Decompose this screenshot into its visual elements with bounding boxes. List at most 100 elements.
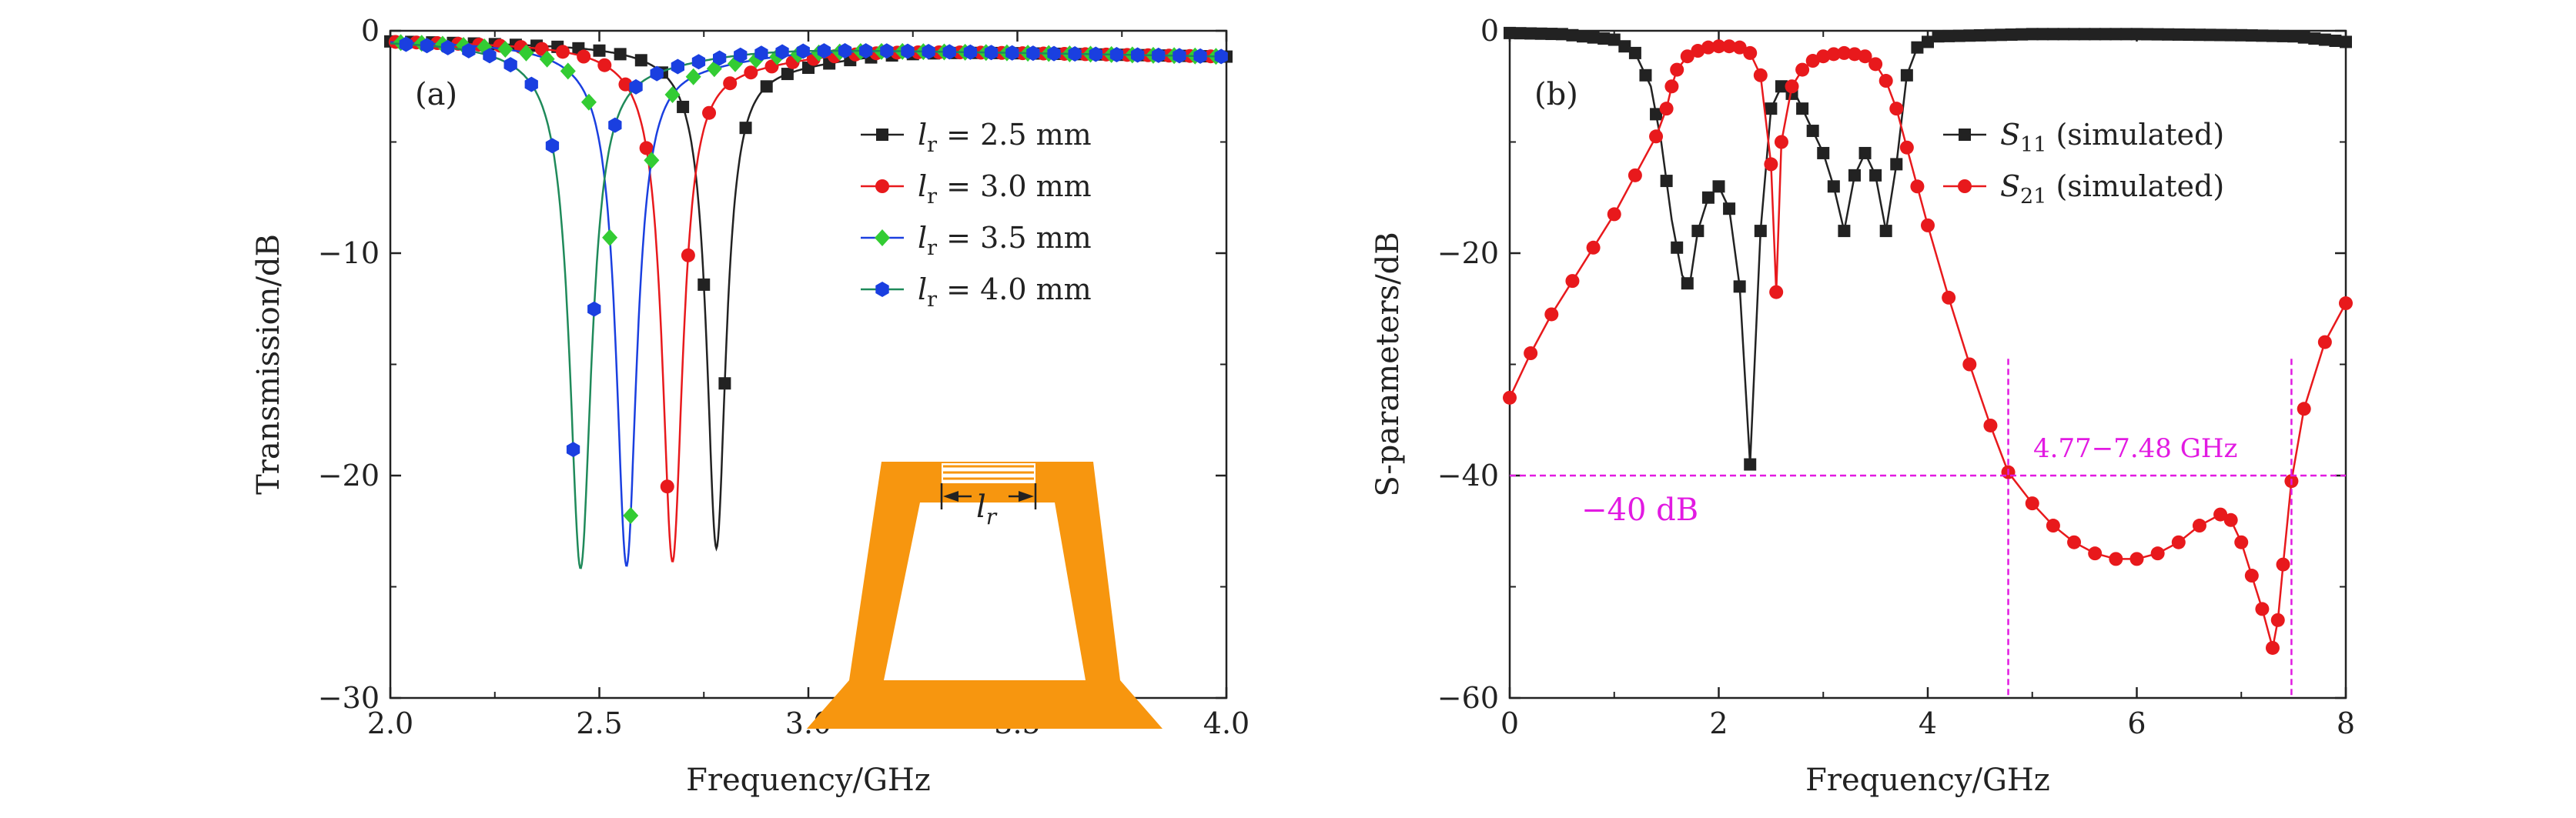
legend-label: lr = 4.0 mm xyxy=(918,272,1092,312)
data-point xyxy=(2151,28,2164,41)
legend-marker xyxy=(875,282,889,297)
data-point xyxy=(1973,28,1986,42)
data-point xyxy=(2276,557,2290,572)
data-point xyxy=(1701,191,1715,204)
data-point xyxy=(691,54,706,70)
x-tick-label: 6 xyxy=(2127,706,2146,740)
data-point xyxy=(1701,40,1715,55)
data-point xyxy=(1173,48,1186,64)
data-point xyxy=(2287,30,2300,43)
data-point xyxy=(1607,33,1621,46)
legend-var: l xyxy=(918,221,927,255)
band-label: 4.77−7.48 GHz xyxy=(2033,433,2237,464)
legend-marker xyxy=(876,129,888,141)
series-line-0 xyxy=(1509,32,2347,465)
data-point xyxy=(1795,62,1810,77)
data-point xyxy=(580,93,597,111)
data-point xyxy=(2109,552,2123,566)
data-point xyxy=(597,58,612,72)
data-point xyxy=(2214,28,2227,42)
resonator-bottom-arm xyxy=(807,680,1163,729)
data-point xyxy=(441,39,455,55)
data-point xyxy=(1921,218,1935,232)
data-point xyxy=(483,48,497,64)
legend-var: S xyxy=(2000,118,2020,152)
legend-var: l xyxy=(918,118,927,152)
data-point xyxy=(781,68,794,81)
legend-subscript: r xyxy=(927,288,937,312)
data-point xyxy=(1910,179,1925,194)
threshold-label: −40 dB xyxy=(1581,492,1698,528)
data-point xyxy=(2129,552,2144,566)
data-point xyxy=(2183,28,2196,42)
x-axis-label: Frequency/GHz xyxy=(686,763,931,798)
data-point xyxy=(1995,28,2008,42)
data-point xyxy=(1858,146,1872,159)
data-point xyxy=(1838,225,1851,238)
data-point xyxy=(677,100,690,113)
data-point xyxy=(1131,47,1145,63)
data-point xyxy=(2036,28,2049,41)
data-point xyxy=(1712,180,1725,193)
data-point xyxy=(2329,35,2342,48)
data-point xyxy=(1753,68,1768,82)
inset-label: lr xyxy=(976,489,998,529)
data-point xyxy=(602,229,618,246)
data-point xyxy=(859,43,873,59)
data-point xyxy=(984,45,999,61)
legend-text: = 3.5 mm xyxy=(937,221,1092,255)
data-point xyxy=(644,152,660,169)
legend-label: lr = 3.5 mm xyxy=(918,221,1092,260)
data-point xyxy=(2172,28,2185,41)
legend-text: = 3.0 mm xyxy=(937,169,1092,203)
legend-label: lr = 3.0 mm xyxy=(918,169,1092,209)
data-point xyxy=(775,44,789,60)
data-point xyxy=(1732,40,1747,55)
y-tick-label: −10 xyxy=(318,236,380,270)
data-point xyxy=(629,78,643,95)
series-line-2 xyxy=(390,41,1226,567)
data-point xyxy=(2256,29,2269,42)
data-point xyxy=(1911,41,1924,54)
data-point xyxy=(901,43,915,59)
data-point xyxy=(1545,28,1558,41)
data-point xyxy=(1816,49,1831,64)
legend-var: l xyxy=(918,272,927,306)
data-point xyxy=(1544,307,1559,322)
data-point xyxy=(1524,27,1537,40)
data-point xyxy=(566,442,580,458)
data-point xyxy=(1963,29,1976,42)
data-point xyxy=(1047,45,1061,62)
data-point xyxy=(713,50,727,66)
data-point xyxy=(942,44,956,60)
data-point xyxy=(2203,28,2216,42)
data-point xyxy=(1952,29,1965,42)
data-point xyxy=(1922,35,1934,48)
series-line-3 xyxy=(390,42,1226,569)
data-point xyxy=(1817,146,1830,159)
data-point xyxy=(1628,168,1642,182)
data-point xyxy=(1565,274,1580,289)
data-point xyxy=(1942,290,1956,305)
data-point xyxy=(1503,390,1517,405)
data-point xyxy=(2277,29,2290,42)
x-tick-label: 4.0 xyxy=(1203,706,1250,740)
data-point xyxy=(2046,519,2060,533)
data-point xyxy=(1765,102,1778,115)
x-tick-label: 0 xyxy=(1500,706,1519,740)
data-point xyxy=(1983,418,1998,432)
data-point xyxy=(1796,102,1809,115)
data-point xyxy=(1670,62,1684,77)
x-tick-label: 4 xyxy=(1919,706,1937,740)
data-point xyxy=(2318,33,2331,46)
data-point xyxy=(1587,31,1600,44)
data-point xyxy=(560,62,576,80)
data-point xyxy=(1733,280,1746,293)
data-point xyxy=(2340,35,2352,48)
panel-label: (b) xyxy=(1534,77,1578,112)
data-point xyxy=(1826,47,1841,62)
data-point xyxy=(399,36,413,52)
legend-text: (simulated) xyxy=(2046,118,2224,152)
data-point xyxy=(2119,28,2133,41)
data-point xyxy=(1639,68,1652,82)
